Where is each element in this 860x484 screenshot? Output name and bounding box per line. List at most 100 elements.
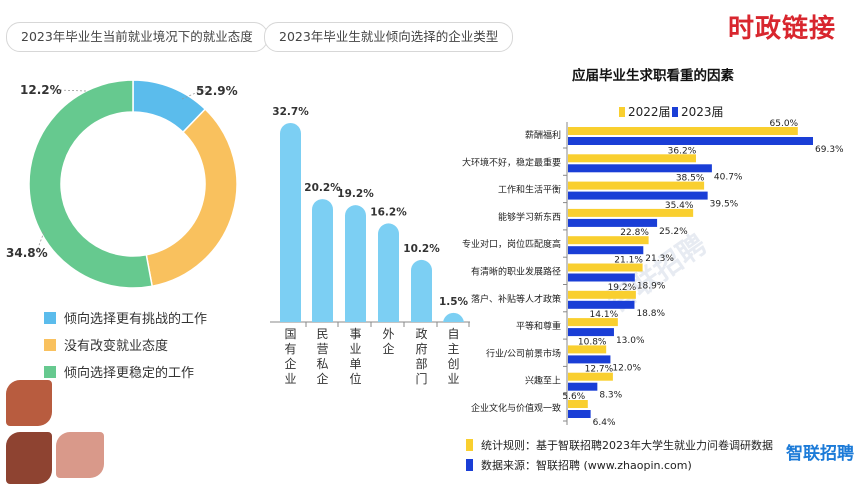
donut-legend-item-challenge: 倾向选择更有挑战的工作 (44, 308, 207, 327)
hbar-value-label-2022: 65.0% (770, 119, 799, 129)
column-bar (280, 122, 301, 322)
hbar-category-label: 兴趣至上 (525, 375, 561, 387)
footnote-rule-text: 统计规则：基于智联招聘2023年大学生就业力问卷调研数据 (481, 439, 773, 452)
hbar-category-label: 专业对口，岗位匹配度高 (462, 238, 561, 250)
hbar-bar-2023 (568, 246, 644, 255)
legend-label: 倾向选择更稳定的工作 (64, 366, 195, 381)
hbar-value-label-2022: 38.5% (676, 174, 705, 184)
hbar-bar-2023 (568, 137, 813, 145)
hbar-value-label-2023: 40.7% (714, 172, 743, 182)
column-bar (378, 223, 399, 322)
hbar-title: 应届毕业生求职看重的因素 (572, 67, 734, 84)
legend-label: 倾向选择更有挑战的工作 (64, 312, 208, 327)
hbar-bar-2022 (568, 236, 649, 245)
footnote-source-text: 数据来源：智联招聘 (www.zhaopin.com) (481, 459, 692, 472)
legend-label: 没有改变就业态度 (64, 339, 169, 354)
hbar-bar-2022 (568, 208, 694, 217)
decor-block-bottom-right (56, 432, 104, 478)
legend-swatch-green (44, 365, 56, 378)
legend-swatch-yellow (44, 338, 56, 351)
hbar-bar-2023 (568, 382, 598, 391)
hbar-bar-2022 (568, 154, 696, 163)
footnote-swatch-yellow (466, 439, 473, 451)
hbar-bar-2022 (568, 127, 798, 135)
column-bar (345, 205, 366, 322)
hbar-category-label: 行业/公司前景市场 (486, 347, 561, 359)
hbar-bar-2023 (568, 328, 614, 337)
hbar-value-label-2022: 22.8% (620, 228, 649, 238)
hbar-value-label-2023: 18.9% (637, 282, 666, 292)
hbar-legend-label: 2023届 (681, 105, 724, 119)
footnote-rule: 统计规则：基于智联招聘2023年大学生就业力问卷调研数据 (466, 437, 773, 453)
hbar-value-label-2022: 36.2% (668, 146, 697, 156)
hbar-bar-2022 (568, 263, 643, 272)
hbar-category-label: 落户、补贴等人才政策 (471, 293, 561, 305)
footnote-swatch-blue (466, 459, 473, 471)
column-category-label: 事业单位 (349, 327, 361, 386)
hbar-value-label-2023: 12.0% (612, 363, 641, 373)
brand-title[interactable]: 时政链接 (727, 14, 836, 44)
hbar-category-label: 大环境不好，稳定最重要 (462, 156, 561, 168)
column-category-label: 政府部门 (415, 327, 427, 386)
hbar-bar-2022 (568, 290, 636, 299)
column-category-label: 民营私企 (316, 327, 328, 386)
hbar-category-label: 平等和尊重 (516, 320, 561, 332)
hbar-value-label-2022: 21.1% (614, 256, 643, 266)
footnote-source: 数据来源：智联招聘 (www.zhaopin.com) (466, 457, 692, 473)
column-bar (443, 312, 464, 324)
donut-value-label: 34.8% (6, 246, 48, 260)
donut-leader-line (37, 231, 45, 249)
decor-block-bottom-left (6, 432, 52, 484)
hbar-category-label: 有清晰的职业发展路径 (471, 266, 561, 278)
hbar-bar-2022 (568, 181, 705, 190)
hbar-bar-2023 (568, 191, 708, 200)
hbar-value-label-2022: 5.6% (562, 392, 585, 402)
column-category-label: 自主创业 (447, 327, 459, 386)
donut-slice (28, 79, 154, 289)
column-value-label: 1.5% (439, 296, 469, 308)
column-bar (312, 199, 333, 322)
hbar-bar-2022 (568, 345, 607, 354)
donut-slice (145, 108, 238, 288)
hbar-value-label-2022: 10.8% (578, 337, 607, 347)
hbar-value-label-2023: 25.2% (659, 227, 688, 237)
hbar-value-label-2023: 13.0% (616, 336, 645, 346)
hbar-value-label-2022: 19.2% (608, 283, 637, 293)
hbar-bar-2022 (568, 318, 618, 327)
hbar-value-label-2023: 69.3% (815, 145, 844, 155)
hbar-category-label: 工作和生活平衡 (498, 184, 561, 196)
column-category-label: 外企 (382, 327, 394, 356)
donut-value-label: 52.9% (196, 84, 238, 98)
column-bar (411, 259, 432, 322)
column-value-label: 32.7% (272, 106, 309, 118)
hbar-category-label: 企业文化与价值观一致 (471, 402, 561, 414)
legend-swatch-blue (44, 311, 56, 324)
zhaopin-logo[interactable]: 智联招聘 (786, 444, 854, 464)
hbar-legend-swatch (672, 107, 678, 117)
donut-leader-line (52, 89, 87, 92)
hbar-legend-swatch (619, 107, 625, 117)
hbar-bar-2023 (568, 300, 635, 309)
column-chart-title: 2023年毕业生就业倾向选择的企业类型 (264, 22, 514, 52)
hbar-value-label-2023: 21.3% (645, 254, 674, 264)
column-value-label: 16.2% (370, 206, 407, 218)
column-category-label: 国有企业 (284, 327, 296, 386)
hbar-legend-label: 2022届 (628, 105, 671, 119)
column-value-label: 19.2% (337, 188, 374, 200)
hbar-value-label-2022: 35.4% (665, 201, 694, 211)
hbar-bar-2023 (568, 355, 611, 364)
donut-legend-item-unchanged: 没有改变就业态度 (44, 335, 168, 354)
hbar-category-label: 薪酬福利 (525, 129, 561, 141)
hbar-bar-2023 (568, 164, 712, 173)
hbar-bar-2022 (568, 372, 613, 381)
donut-value-label: 12.2% (20, 83, 62, 97)
hbar-bar-2023 (568, 218, 658, 227)
column-value-label: 20.2% (304, 182, 341, 194)
hbar-value-label-2023: 8.3% (599, 391, 622, 401)
column-value-label: 10.2% (403, 243, 440, 255)
donut-legend-item-stable: 倾向选择更稳定的工作 (44, 362, 194, 381)
hbar-bar-2022 (568, 400, 588, 408)
hbar-value-label-2023: 6.4% (593, 418, 616, 428)
hbar-bar-2023 (568, 273, 635, 282)
